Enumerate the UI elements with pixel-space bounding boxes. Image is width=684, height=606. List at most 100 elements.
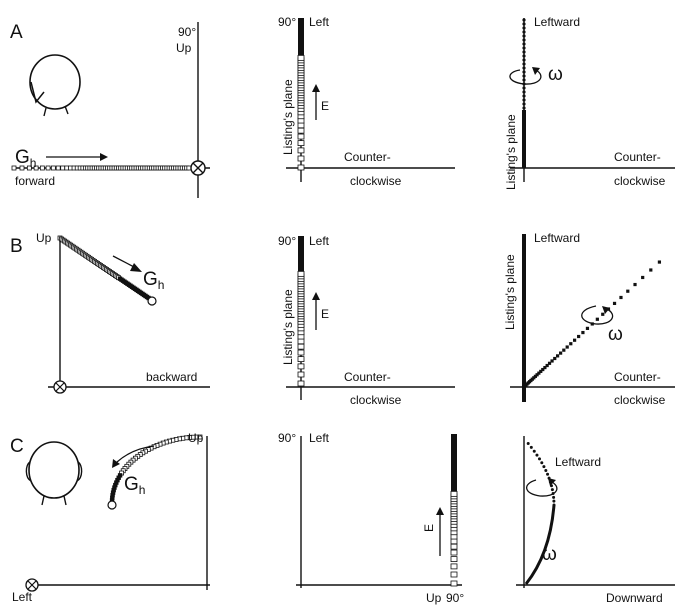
trace-sample [553, 356, 557, 361]
end-marker-icon [147, 296, 157, 306]
gh-arrow-line [112, 255, 137, 269]
trace-sample [522, 18, 526, 22]
e-label: E [321, 307, 329, 321]
trace-sample [60, 165, 66, 171]
trace-sample [522, 46, 526, 50]
rotation-arrow-head-icon [548, 478, 556, 486]
trace-sample [550, 359, 554, 363]
trace-sample [541, 367, 545, 372]
up-label: Up [176, 41, 192, 55]
listing-plane-label: Listing's plane [281, 289, 295, 365]
counter-label: Counter- [344, 150, 391, 164]
trace-sample [297, 380, 305, 387]
trace-sample [297, 338, 305, 345]
trace-sample [649, 268, 653, 272]
trace-dense [112, 485, 117, 490]
left-label: Left [309, 234, 330, 248]
trace-sample [522, 34, 526, 38]
gravity-trace [11, 165, 192, 171]
gravity-trace [57, 235, 153, 302]
panel-letter-c: C [10, 436, 24, 457]
end-marker-icon [107, 500, 117, 510]
e-label: E [422, 524, 436, 532]
trace-sample [522, 26, 526, 30]
trace-sample [532, 449, 536, 453]
e-arrow-head-icon [312, 84, 320, 92]
left-label: Left [309, 15, 330, 29]
trace-sample [552, 495, 556, 499]
trace-sample [539, 369, 543, 373]
trace-sample [547, 361, 552, 365]
deg-label: 90° [278, 15, 296, 29]
trace-sample [657, 260, 662, 264]
trace-dense [524, 504, 556, 585]
trace-sample [297, 122, 305, 129]
clockwise-label: clockwise [350, 393, 402, 407]
rotation-arrow [581, 305, 614, 325]
trace-sample [522, 86, 526, 90]
trace-sample [522, 98, 526, 102]
up-label: Up [36, 231, 52, 245]
trace-sample [522, 38, 526, 42]
trace-sample [601, 312, 605, 316]
trace-sample [540, 461, 544, 465]
trace-sample [552, 503, 556, 507]
trace-sample [526, 442, 530, 446]
trace-sample [450, 549, 458, 556]
omega-label: ω [542, 544, 557, 565]
trace-sample [450, 490, 458, 497]
trace-sample [533, 374, 538, 378]
trace-dense [113, 482, 118, 488]
trace-sample [297, 349, 305, 356]
angular-velocity-trace [524, 260, 662, 387]
left-label: Left [309, 431, 330, 445]
rotation-arrow-head-icon [602, 306, 610, 314]
eye-position-column [297, 18, 305, 171]
trace-sample [572, 338, 577, 342]
e-arrow-head-icon [312, 292, 320, 300]
left-label: Left [12, 590, 33, 604]
angular-velocity-trace [522, 18, 526, 168]
trace-sample [297, 54, 305, 61]
trace-sample [555, 354, 560, 358]
trace-sample [626, 289, 630, 293]
gh-arrow-head-icon [130, 263, 142, 272]
trace-sample [546, 472, 550, 476]
trace-sample [544, 468, 548, 472]
trace-sample [297, 270, 305, 277]
trace-sample [11, 165, 17, 171]
trace-sample [612, 301, 617, 306]
leftward-label: Leftward [555, 455, 601, 469]
trace-sample [297, 164, 305, 171]
trace-sample [50, 165, 56, 171]
counter-label: Counter- [614, 150, 661, 164]
trace-sample [522, 62, 526, 66]
trace-sample [26, 165, 32, 171]
trace-sample [297, 356, 305, 363]
downward-label: Downward [606, 591, 663, 605]
trace-dense [298, 236, 304, 274]
trace-sample [537, 457, 541, 461]
trace-sample [450, 556, 458, 563]
forward-label: forward [15, 174, 55, 188]
trace-sample [297, 147, 305, 154]
trace-dense [298, 18, 304, 58]
up-label: Up [188, 431, 204, 445]
trace-sample [522, 74, 526, 78]
gh-arrow-line [116, 445, 155, 463]
trace-sample [297, 363, 305, 370]
up-label: Up [426, 591, 442, 605]
trace-sample [33, 165, 39, 171]
trace-dense [110, 495, 115, 501]
trace-sample [39, 165, 45, 171]
trace-sample [562, 348, 566, 352]
clockwise-label: clockwise [614, 174, 666, 188]
trace-dense [110, 490, 116, 495]
trace-dense [111, 487, 116, 493]
trace-sample [450, 538, 458, 545]
trace-sample [450, 543, 458, 550]
trace-sample [522, 58, 526, 62]
rotation-arrow [526, 479, 558, 497]
gh-arrow-head-icon [100, 153, 108, 161]
trace-sample [542, 465, 546, 469]
